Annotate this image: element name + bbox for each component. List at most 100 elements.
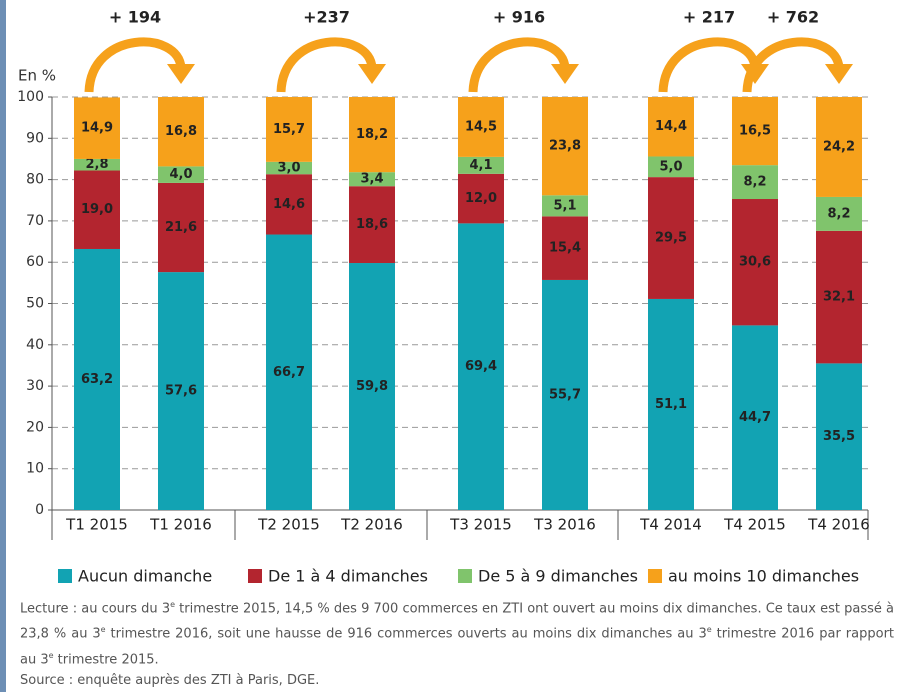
value-label: 57,6 — [165, 384, 197, 399]
value-label: 18,2 — [356, 127, 388, 142]
y-tick-label: 100 — [17, 89, 44, 105]
y-tick-label: 40 — [26, 337, 44, 353]
arrowhead — [167, 64, 195, 84]
x-tick-label: T1 2015 — [65, 516, 128, 534]
note-sup: e — [706, 625, 712, 635]
x-tick-label: T3 2015 — [449, 516, 512, 534]
bar-segment — [158, 166, 204, 183]
value-label: 30,6 — [739, 255, 771, 270]
annotation: + 762 — [767, 8, 819, 27]
value-label: 35,5 — [823, 429, 855, 444]
value-label: 3,0 — [277, 161, 300, 176]
value-label: 14,9 — [81, 121, 113, 136]
value-label: 16,5 — [739, 124, 771, 139]
note-sup: e — [48, 650, 54, 660]
bar-segment — [816, 363, 862, 510]
bar-segment — [266, 174, 312, 235]
bar-segment — [74, 158, 120, 171]
bar-segment — [458, 223, 504, 511]
bar-segment — [458, 97, 504, 157]
y-tick-label: 10 — [26, 461, 44, 477]
legend-swatch — [58, 569, 72, 583]
legend-swatch — [458, 569, 472, 583]
arrowhead — [358, 64, 386, 84]
legend-label: De 5 à 9 dimanches — [478, 567, 638, 586]
x-tick-label: T4 2014 — [639, 516, 702, 534]
arrowhead — [825, 64, 853, 84]
x-tick-label: T4 2016 — [807, 516, 870, 534]
value-label: 16,8 — [165, 124, 197, 139]
value-label: 14,4 — [655, 119, 687, 134]
bar-segment — [74, 248, 120, 510]
y-tick-label: 90 — [26, 130, 44, 146]
source: Source : enquête auprès des ZTI à Paris,… — [20, 672, 320, 688]
bar-segment — [816, 97, 862, 197]
note-sup: e — [100, 625, 106, 635]
value-label: 15,7 — [273, 122, 305, 137]
bar-segment — [648, 298, 694, 510]
note-text: trimestre 2015. — [53, 651, 159, 667]
value-label: 44,7 — [739, 410, 771, 425]
value-label: 2,8 — [85, 157, 108, 172]
bar-segment — [349, 186, 395, 264]
bar-segment — [648, 177, 694, 299]
bar-segment — [732, 165, 778, 200]
note-text: trimestre 2016 par rapport au 3 — [20, 626, 895, 667]
bar-segment — [458, 156, 504, 174]
bar-segment — [349, 263, 395, 510]
bar-segment — [266, 161, 312, 175]
legend-label: au moins 10 dimanches — [668, 567, 859, 586]
x-tick-label: T2 2015 — [257, 516, 320, 534]
value-label: 59,8 — [356, 379, 388, 394]
bar-segment — [74, 170, 120, 249]
bar-segment — [816, 230, 862, 364]
value-label: 69,4 — [465, 359, 497, 374]
bar-segment — [648, 156, 694, 178]
value-label: 23,8 — [549, 139, 581, 154]
y-tick-label: 80 — [26, 172, 44, 188]
y-tick-label: 50 — [26, 296, 44, 312]
note-text: trimestre 2016, soit une hausse de 916 c… — [105, 626, 707, 642]
value-label: 5,1 — [553, 198, 576, 213]
value-label: 29,5 — [655, 231, 687, 246]
value-label: 24,2 — [823, 139, 855, 154]
value-label: 8,2 — [743, 175, 766, 190]
value-label: 15,4 — [549, 241, 581, 256]
value-label: 8,2 — [827, 206, 850, 221]
legend-label: De 1 à 4 dimanches — [268, 567, 428, 586]
legend-swatch — [648, 569, 662, 583]
annotation: + 916 — [493, 8, 545, 27]
annotation: +237 — [303, 8, 350, 27]
y-tick-label: 20 — [26, 419, 44, 435]
y-tick-label: 0 — [35, 502, 44, 518]
value-label: 63,2 — [81, 372, 113, 387]
arrow — [84, 37, 186, 93]
y-tick-label: 70 — [26, 213, 44, 229]
value-label: 5,0 — [659, 159, 682, 174]
bar-segment — [158, 272, 204, 510]
value-label: 4,1 — [469, 158, 492, 173]
y-tick-label: 30 — [26, 378, 44, 394]
x-tick-label: T4 2015 — [723, 516, 786, 534]
value-label: 32,1 — [823, 290, 855, 305]
y-axis-label: En % — [18, 67, 56, 85]
bar-segment — [542, 97, 588, 196]
note: Lecture : au cours du 3e trimestre 2015,… — [20, 594, 894, 691]
note-sup: e — [170, 600, 176, 609]
bar-segment — [732, 325, 778, 510]
value-label: 4,0 — [169, 167, 192, 182]
legend-swatch — [248, 569, 262, 583]
arrow — [742, 37, 844, 93]
value-label: 55,7 — [549, 387, 581, 402]
bar-segment — [158, 97, 204, 167]
bar-segment — [74, 97, 120, 159]
bar-segment — [542, 195, 588, 217]
annotation: + 194 — [109, 8, 161, 27]
value-label: 19,0 — [81, 202, 113, 217]
annotation: + 217 — [683, 8, 735, 27]
x-tick-label: T2 2016 — [340, 516, 403, 534]
value-label: 14,6 — [273, 197, 305, 212]
bar-segment — [732, 97, 778, 166]
bar-segment — [648, 97, 694, 157]
note-text: trimestre 2015, 14,5 % des 9 700 commerc… — [20, 601, 894, 642]
